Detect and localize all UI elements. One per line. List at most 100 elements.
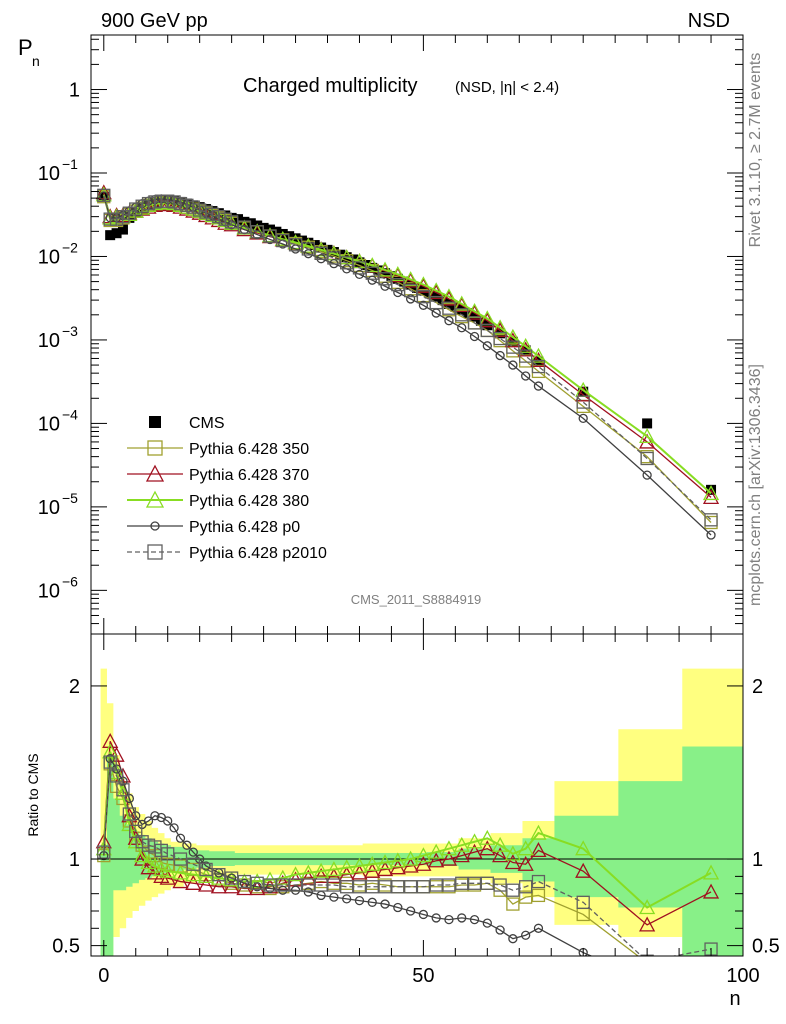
data-point <box>338 859 355 875</box>
data-point <box>380 899 390 909</box>
data-point <box>416 880 431 894</box>
energy-label: 900 GeV pp <box>101 10 208 32</box>
data-point <box>444 316 454 326</box>
data-point <box>367 897 377 907</box>
data-point <box>325 861 342 877</box>
data-point <box>140 859 157 875</box>
data-point <box>578 413 588 423</box>
data-point <box>389 852 406 868</box>
data-point <box>327 878 341 892</box>
rivet-version-label: Rivet 3.1.10, ≥ 2.7M events <box>747 53 764 248</box>
data-point <box>508 934 518 944</box>
data-point <box>303 887 313 897</box>
data-point <box>274 874 291 890</box>
data-point <box>313 241 330 257</box>
data-point <box>639 899 656 915</box>
ratio-series-layer <box>95 732 720 969</box>
data-point <box>466 833 483 849</box>
data-point <box>482 918 492 928</box>
data-point <box>702 485 720 501</box>
legend: CMS Pythia 6.428 350 Pythia 6.428 370 Pythi… <box>127 415 327 562</box>
legend-label: Pythia 6.428 p2010 <box>189 545 327 562</box>
data-point <box>640 451 654 466</box>
plot-title: Charged multiplicity (NSD, |η| < 2.4) <box>243 75 559 97</box>
legend-label: CMS <box>189 415 225 432</box>
data-point <box>313 862 330 878</box>
data-point <box>402 271 419 287</box>
data-point <box>376 854 394 870</box>
data-point <box>340 256 354 270</box>
data-point <box>389 266 406 282</box>
data-point <box>365 880 379 894</box>
data-point <box>402 850 419 866</box>
data-point <box>495 925 505 935</box>
svg-text:−1: −1 <box>62 156 78 172</box>
data-point <box>480 323 494 338</box>
data-point <box>342 894 352 904</box>
data-point <box>313 867 330 884</box>
legend-entry: Pythia 6.428 370 <box>127 464 309 484</box>
data-point <box>479 840 496 856</box>
data-point <box>143 816 154 826</box>
svg-text:n: n <box>32 53 40 69</box>
data-point <box>508 360 518 370</box>
data-point <box>327 251 341 265</box>
legend-entry: CMS <box>149 415 225 432</box>
ratio-y-tick-label: 0.5 <box>52 936 80 958</box>
data-point <box>480 876 494 890</box>
top-y-axis-label: P n <box>18 35 40 69</box>
data-point <box>150 521 160 531</box>
data-point <box>175 833 186 843</box>
data-point <box>159 862 176 878</box>
data-point <box>173 852 188 866</box>
data-point <box>641 957 653 969</box>
data-point <box>163 816 173 826</box>
title-sub: (NSD, |η| < 2.4) <box>455 79 559 96</box>
svg-text:10: 10 <box>38 246 60 268</box>
top-y-tick-label: 10 −1 <box>38 156 78 185</box>
data-point <box>169 823 179 833</box>
data-point <box>706 530 716 540</box>
data-point <box>453 836 470 852</box>
data-point <box>186 857 200 871</box>
data-point <box>352 880 367 894</box>
data-point <box>287 866 304 882</box>
data-point <box>519 880 533 894</box>
process-label: NSD <box>688 10 730 32</box>
series-line <box>102 751 712 909</box>
svg-text:−4: −4 <box>62 406 78 422</box>
data-point <box>418 909 429 920</box>
data-point <box>440 850 458 866</box>
data-point <box>314 246 328 260</box>
top-y-tick-label: 10 −5 <box>38 490 78 519</box>
data-point <box>492 319 509 335</box>
data-point <box>290 244 301 254</box>
data-point <box>147 440 163 456</box>
svg-text:10: 10 <box>38 163 60 185</box>
data-point <box>276 878 290 892</box>
data-point <box>642 418 653 429</box>
data-point <box>109 769 124 783</box>
ratio-y-tick-label: 2 <box>69 676 80 698</box>
series-pythia-6-428-p2010 <box>97 188 718 527</box>
data-point <box>278 239 288 249</box>
data-point <box>201 861 211 871</box>
data-point <box>122 807 137 821</box>
legend-entry: Pythia 6.428 350 <box>127 440 309 458</box>
legend-label: Pythia 6.428 380 <box>189 493 309 510</box>
svg-text:1: 1 <box>69 80 80 102</box>
data-point <box>642 470 652 480</box>
data-point <box>466 843 483 859</box>
top-y-tick-label: 10 −3 <box>38 323 78 352</box>
data-point <box>453 847 470 863</box>
data-point <box>188 847 198 857</box>
data-point <box>226 873 237 883</box>
ratio-y-tick-label-right: 0.5 <box>752 936 780 958</box>
legend-entry: Pythia 6.428 p2010 <box>127 544 327 562</box>
data-point <box>517 840 534 856</box>
data-point <box>705 957 717 969</box>
data-point <box>147 544 163 560</box>
data-point <box>114 784 132 800</box>
data-point <box>212 867 226 882</box>
